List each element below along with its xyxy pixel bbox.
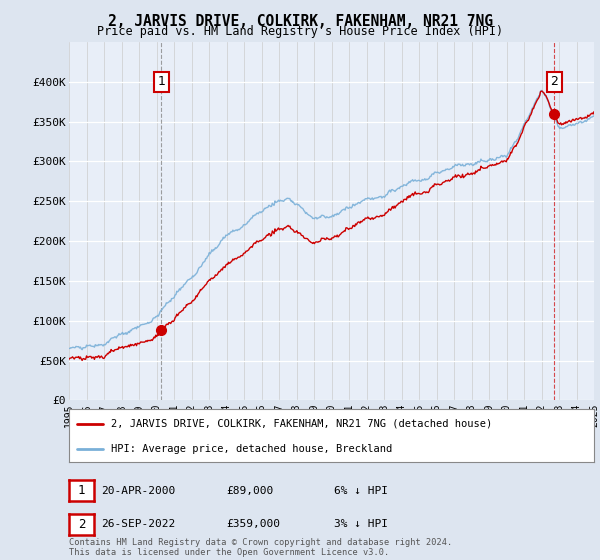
Text: 1: 1	[157, 76, 166, 88]
Text: 3% ↓ HPI: 3% ↓ HPI	[334, 519, 388, 529]
Text: 6% ↓ HPI: 6% ↓ HPI	[334, 486, 388, 496]
Text: 2: 2	[550, 76, 558, 88]
Text: 1: 1	[78, 484, 85, 497]
Text: 2, JARVIS DRIVE, COLKIRK, FAKENHAM, NR21 7NG (detached house): 2, JARVIS DRIVE, COLKIRK, FAKENHAM, NR21…	[111, 419, 492, 429]
Text: Price paid vs. HM Land Registry's House Price Index (HPI): Price paid vs. HM Land Registry's House …	[97, 25, 503, 38]
Text: Contains HM Land Registry data © Crown copyright and database right 2024.
This d: Contains HM Land Registry data © Crown c…	[69, 538, 452, 557]
Text: 2: 2	[78, 517, 85, 531]
Text: HPI: Average price, detached house, Breckland: HPI: Average price, detached house, Brec…	[111, 444, 392, 454]
Text: £89,000: £89,000	[226, 486, 274, 496]
Text: 26-SEP-2022: 26-SEP-2022	[101, 519, 176, 529]
Text: 2, JARVIS DRIVE, COLKIRK, FAKENHAM, NR21 7NG: 2, JARVIS DRIVE, COLKIRK, FAKENHAM, NR21…	[107, 14, 493, 29]
Text: £359,000: £359,000	[226, 519, 280, 529]
Text: 20-APR-2000: 20-APR-2000	[101, 486, 176, 496]
